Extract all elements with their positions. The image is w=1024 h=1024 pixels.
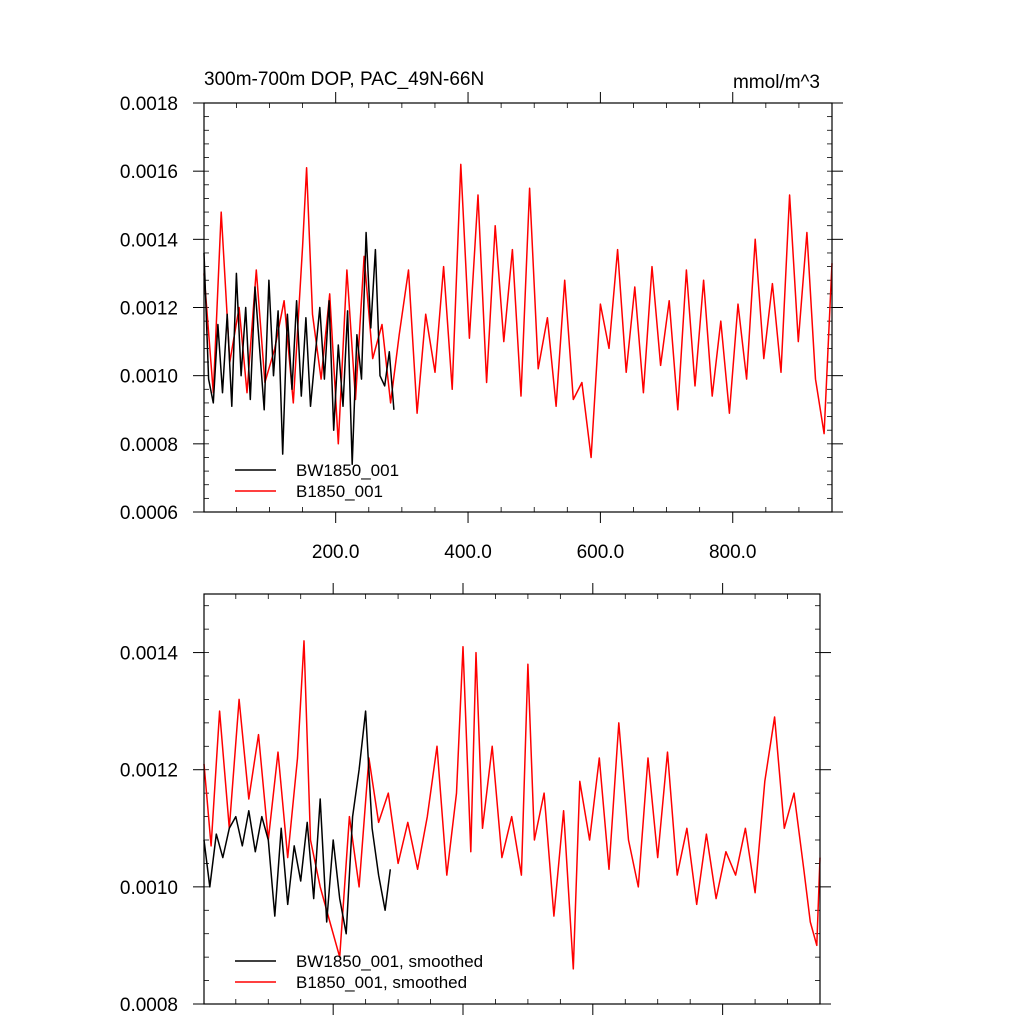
top-panel-units: mmol/m^3 — [733, 72, 820, 93]
y-tick-label: 0.0014 — [120, 644, 179, 665]
series-line-b1850-001 — [203, 163, 833, 459]
x-tick-label: 800.0 — [709, 542, 757, 563]
y-tick-label: 0.0006 — [120, 503, 178, 524]
series-line-bw1850-001-smoothed — [203, 710, 392, 935]
legend-label-b1850: B1850_001 — [296, 482, 383, 501]
top-panel-title: 300m-700m DOP, PAC_49N-66N — [204, 69, 484, 90]
top-panel-series — [203, 163, 833, 466]
top-panel-ticks: 0.0006 0.0008 0.0010 0.0012 0.0014 0.0016 0.00… — [120, 92, 843, 563]
y-tick-label: 0.0012 — [120, 761, 178, 782]
y-tick-label: 0.0014 — [120, 230, 179, 251]
legend-label-b1850-smoothed: B1850_001, smoothed — [296, 973, 467, 992]
x-tick-label: 400.0 — [444, 542, 492, 563]
legend-label-bw1850-smoothed: BW1850_001, smoothed — [296, 952, 483, 971]
x-tick-label: 600.0 — [577, 542, 625, 563]
bottom-panel-ticks: 0.0008 0.0010 0.0012 0.0014 — [120, 583, 831, 1016]
top-panel: 300m-700m DOP, PAC_49N-66N mmol/m^3 0.00… — [120, 69, 843, 563]
bottom-panel-frame — [203, 593, 821, 1005]
y-tick-label: 0.0010 — [120, 878, 178, 899]
x-tick-label: 200.0 — [312, 542, 360, 563]
y-tick-label: 0.0016 — [120, 162, 178, 183]
y-tick-label: 0.0008 — [120, 435, 178, 456]
top-panel-legend: BW1850_001 B1850_001 — [235, 461, 399, 501]
series-line-b1850-001-smoothed — [203, 640, 821, 970]
y-tick-label: 0.0010 — [120, 367, 178, 388]
series-line-bw1850-001 — [203, 231, 395, 466]
y-tick-label: 0.0018 — [120, 94, 178, 115]
y-tick-label: 0.0012 — [120, 299, 178, 320]
bottom-panel: 0.0008 0.0010 0.0012 0.0014 BW1850_001, smo… — [120, 583, 831, 1016]
legend-label-bw1850: BW1850_001 — [296, 461, 399, 480]
y-tick-label: 0.0008 — [120, 995, 178, 1016]
bottom-panel-legend: BW1850_001, smoothed B1850_001, smoothed — [235, 952, 483, 992]
bottom-panel-series — [203, 640, 821, 970]
top-panel-frame — [203, 102, 833, 513]
